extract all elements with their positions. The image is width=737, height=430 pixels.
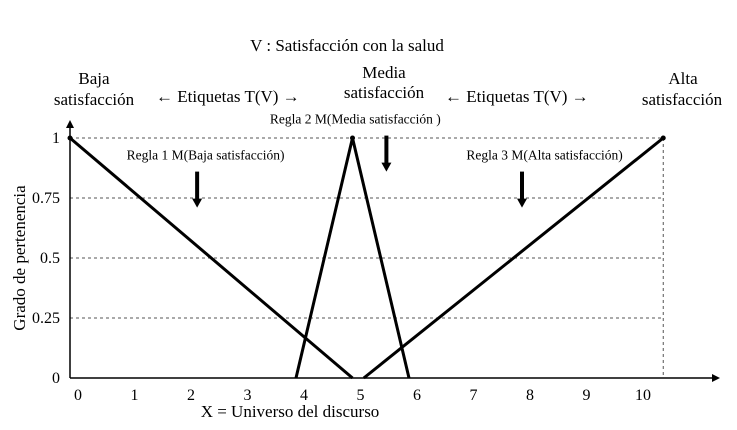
label-media-line1: Media [362,63,406,82]
x-axis-arrowhead [712,374,720,382]
rule-2-label: Regla 2 M(Media satisfacción ) [270,112,441,127]
label-baja-line2: satisfacción [53,90,135,109]
rule-2-arrow-head [381,162,392,172]
label-media-line2: satisfacción [343,83,425,102]
membership-series [67,135,666,380]
x-tick-label: 4 [300,387,308,404]
x-tick-label: 5 [357,387,365,404]
x-tick-label: 8 [526,387,534,404]
rule-3-arrow-head [517,198,527,208]
y-axis-arrowhead [66,120,74,128]
x-tick-label: 2 [187,387,195,404]
label-baja-line1: Baja [78,69,110,88]
rule-1-label: Regla 1 M(Baja satisfacción) [127,148,285,163]
etiquetas-right-text: ← Etiquetas T(V) → [445,87,589,106]
y-axis-label: Grado de pertenencia [10,185,29,331]
x-tick-labels: 0 1 2 3 4 5 6 7 8 9 10 [74,387,651,404]
x-axis-label: X = Universo del discurso [201,402,380,421]
x-tick-label: 1 [131,387,139,404]
y-tick-label: 1 [52,130,60,147]
series-line-rule-3 [362,136,665,380]
grid-lines [70,137,664,378]
etiquetas-left-text: ← Etiquetas T(V) → [156,87,300,106]
series-peak-rule-1 [67,135,73,141]
series-peak-rule-3 [660,135,666,141]
chart-title: V : Satisfacción con la salud [250,36,444,55]
rule-3-label: Regla 3 M(Alta satisfacción) [466,148,622,163]
y-tick-label: 0 [52,370,60,387]
x-tick-label: 6 [413,387,421,404]
label-alta-line1: Alta [668,69,698,88]
x-tick-label: 7 [470,387,478,404]
axes [66,120,720,382]
rule-1-arrow-head [192,198,203,208]
label-alta-line2: satisfacción [641,90,723,109]
x-tick-label: 3 [244,387,252,404]
x-tick-label: 0 [74,387,82,404]
x-tick-label: 9 [583,387,591,404]
y-tick-labels: 0 0.25 0.5 0.75 1 [32,130,60,387]
x-tick-label: 10 [635,387,651,404]
y-tick-label: 0.5 [40,250,60,267]
rule-annotations: Regla 1 M(Baja satisfacción) Regla 2 M(Me… [127,112,623,208]
y-tick-label: 0.75 [32,190,60,207]
series-peak-rule-2 [350,135,355,141]
y-tick-label: 0.25 [32,310,60,327]
